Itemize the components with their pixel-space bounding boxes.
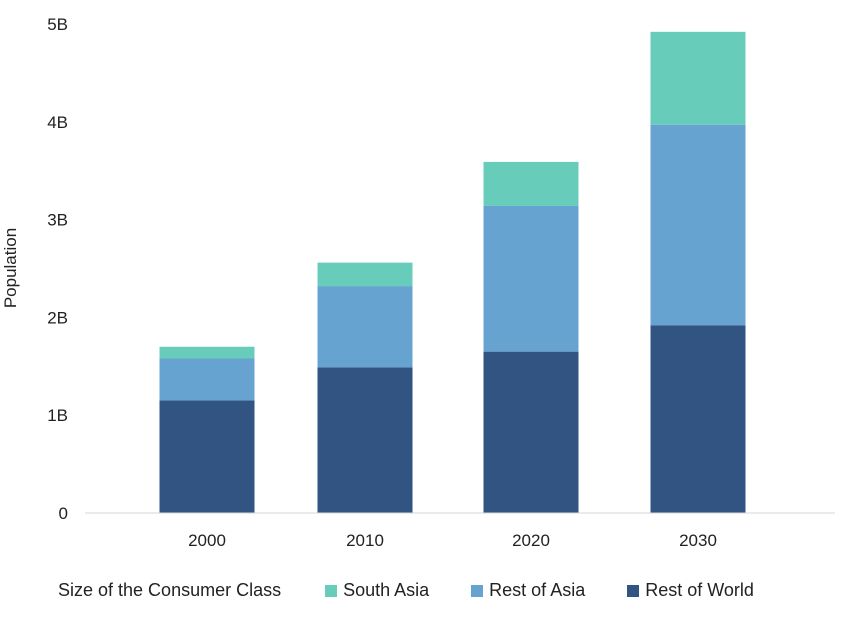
x-tick-label-2030: 2030 bbox=[679, 531, 717, 550]
bar-2010-south-asia bbox=[317, 262, 413, 287]
legend-item-rest-of-world: Rest of World bbox=[627, 580, 754, 601]
bar-2030-rest-of-world bbox=[650, 325, 746, 513]
x-axis-ticks: 2000 2010 2020 2030 bbox=[188, 531, 717, 550]
bar-2000-rest-of-world bbox=[159, 400, 255, 513]
bar-2000-south-asia bbox=[159, 346, 255, 359]
legend-label-rest-of-asia: Rest of Asia bbox=[489, 580, 586, 600]
bar-2030-south-asia bbox=[650, 31, 746, 125]
bar-2020-south-asia bbox=[483, 161, 579, 206]
legend-label-south-asia: South Asia bbox=[343, 580, 430, 600]
y-tick-label-5b: 5B bbox=[47, 15, 68, 34]
y-axis-ticks: 0 1B 2B 3B 4B 5B bbox=[47, 15, 68, 523]
y-tick-label-1b: 1B bbox=[47, 406, 68, 425]
x-tick-label-2000: 2000 bbox=[188, 531, 226, 550]
bar-2020-rest-of-world bbox=[483, 351, 579, 513]
y-axis-label: Population bbox=[1, 228, 20, 308]
y-tick-label-3b: 3B bbox=[47, 211, 68, 230]
bars-group bbox=[159, 31, 746, 513]
y-tick-label-4b: 4B bbox=[47, 113, 68, 132]
y-tick-label-0: 0 bbox=[59, 504, 68, 523]
bar-2030-rest-of-asia bbox=[650, 124, 746, 326]
legend-item-south-asia: South Asia bbox=[325, 580, 429, 601]
legend-item-rest-of-asia: Rest of Asia bbox=[471, 580, 585, 601]
legend-title: Size of the Consumer Class bbox=[58, 580, 282, 600]
legend-swatch-rest-of-asia bbox=[471, 584, 484, 597]
legend-swatch-rest-of-world bbox=[627, 584, 640, 597]
legend-swatch-south-asia bbox=[325, 584, 338, 597]
bar-2020-rest-of-asia bbox=[483, 205, 579, 352]
y-tick-label-2b: 2B bbox=[47, 308, 68, 327]
x-tick-label-2020: 2020 bbox=[512, 531, 550, 550]
bar-2010-rest-of-asia bbox=[317, 286, 413, 368]
bar-2010-rest-of-world bbox=[317, 367, 413, 513]
legend-label-rest-of-world: Rest of World bbox=[645, 580, 754, 600]
bar-2000-rest-of-asia bbox=[159, 358, 255, 401]
x-tick-label-2010: 2010 bbox=[346, 531, 384, 550]
legend: Size of the Consumer Class South Asia Re… bbox=[58, 580, 796, 601]
